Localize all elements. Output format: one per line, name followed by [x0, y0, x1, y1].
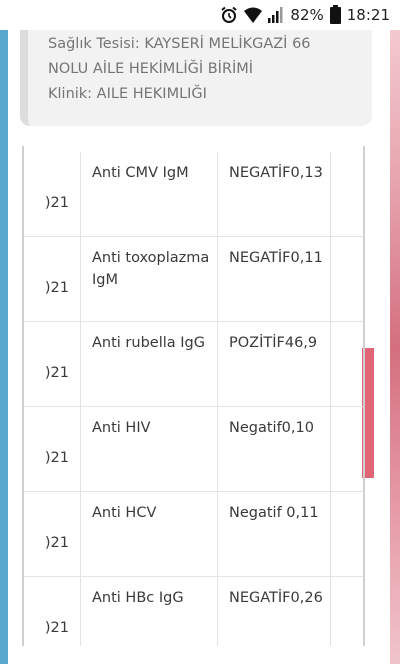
date-cell: )21	[44, 280, 69, 296]
clinic-line: Klinik: AILE HEKIMLIĞI	[48, 86, 207, 102]
test-name-cell: Anti HIV	[80, 407, 217, 491]
right-edge-bar	[390, 30, 400, 664]
facility-line-1: Sağlık Tesisi: KAYSERİ MELİKGAZİ 66	[48, 36, 311, 52]
left-edge-bar	[0, 30, 8, 664]
test-name-cell: Anti HBc IgG	[80, 577, 217, 646]
table-row: )21 Anti HIV Negatif0,10	[24, 407, 363, 492]
battery-percent: 82%	[290, 6, 324, 24]
date-cell: )21	[44, 195, 69, 211]
results-table[interactable]: )21 Anti CMV IgM NEGATİF0,13 )21 Anti to…	[22, 146, 365, 646]
signal-icon	[268, 7, 283, 23]
status-bar: 82% 18:21	[0, 0, 400, 30]
date-cell: )21	[44, 620, 69, 636]
result-cell: Negatif 0,11	[217, 492, 329, 576]
battery-icon	[329, 4, 341, 24]
facility-info-box: Sağlık Tesisi: KAYSERİ MELİKGAZİ 66 NOLU…	[20, 30, 372, 126]
test-name-cell: Anti toxoplazma IgM	[80, 237, 217, 321]
clock: 18:21	[346, 6, 390, 24]
result-cell: NEGATİF0,13	[217, 152, 329, 236]
content-card	[8, 30, 390, 664]
test-name-cell: Anti rubella IgG	[80, 322, 217, 406]
table-row: )21 Anti HBc IgG NEGATİF0,26	[24, 577, 363, 646]
date-cell: )21	[44, 365, 69, 381]
result-cell: NEGATİF0,26	[217, 577, 329, 646]
alarm-icon	[221, 6, 238, 23]
test-name-cell: Anti CMV IgM	[80, 152, 217, 236]
result-cell: NEGATİF0,11	[217, 237, 329, 321]
table-row: )21 Anti CMV IgM NEGATİF0,13	[24, 152, 363, 237]
test-name-cell: Anti HCV	[80, 492, 217, 576]
result-cell: POZİTİF46,9	[217, 322, 329, 406]
date-cell: )21	[44, 450, 69, 466]
date-cell: )21	[44, 535, 69, 551]
wifi-icon	[244, 7, 263, 23]
facility-line-2: NOLU AİLE HEKİMLİĞİ BİRİMİ	[48, 61, 254, 77]
result-cell: Negatif0,10	[217, 407, 329, 491]
table-row: )21 Anti rubella IgG POZİTİF46,9	[24, 322, 363, 407]
table-divider	[330, 152, 331, 646]
table-row: )21 Anti toxoplazma IgM NEGATİF0,11	[24, 237, 363, 322]
right-accent-bar	[362, 348, 374, 478]
table-row: )21 Anti HCV Negatif 0,11	[24, 492, 363, 577]
